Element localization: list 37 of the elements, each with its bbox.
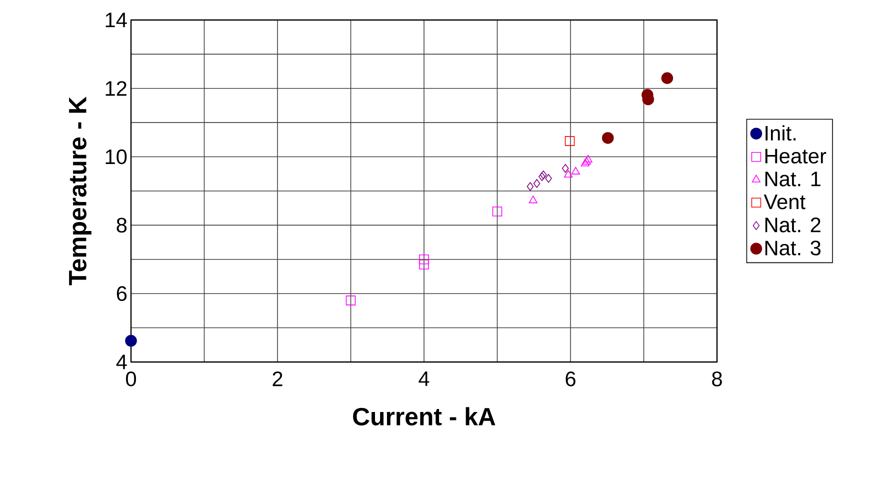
point — [571, 166, 580, 174]
x-tick-label: 8 — [712, 372, 722, 386]
legend-label: Nat. 2 — [765, 218, 820, 232]
point — [564, 136, 575, 146]
point — [602, 132, 614, 144]
x-tick-label: 4 — [418, 372, 430, 386]
x-tick-label: 2 — [272, 372, 282, 386]
point — [419, 254, 429, 264]
x-tick-label: 0 — [126, 372, 136, 386]
point — [584, 154, 592, 163]
point — [526, 182, 534, 191]
point — [528, 196, 538, 204]
legend-label: Init. — [766, 125, 796, 141]
legend-label: Nat. 3 — [765, 240, 821, 256]
point — [533, 179, 540, 188]
point — [564, 170, 573, 178]
point — [540, 170, 547, 180]
y-tick-label: 4 — [116, 354, 127, 370]
point — [562, 164, 569, 173]
y-axis-title: Temperature - K — [69, 96, 92, 286]
y-tick-label: 6 — [116, 286, 127, 301]
x-tick-label: 6 — [566, 372, 576, 386]
x-axis-title: Current - kA — [353, 407, 496, 426]
point — [492, 206, 502, 216]
point — [346, 296, 356, 306]
point — [545, 174, 552, 183]
point — [419, 260, 429, 270]
y-tick-label: 8 — [116, 218, 127, 233]
y-tick-label: 10 — [106, 149, 127, 164]
legend-label: Heater — [765, 148, 826, 164]
legend-label: Vent — [764, 194, 806, 210]
point — [538, 172, 546, 182]
y-tick-label: 12 — [106, 81, 126, 96]
point — [661, 72, 674, 84]
legend-label: Nat. 1 — [765, 172, 820, 186]
y-tick-label: 14 — [106, 12, 127, 28]
point — [125, 334, 137, 347]
